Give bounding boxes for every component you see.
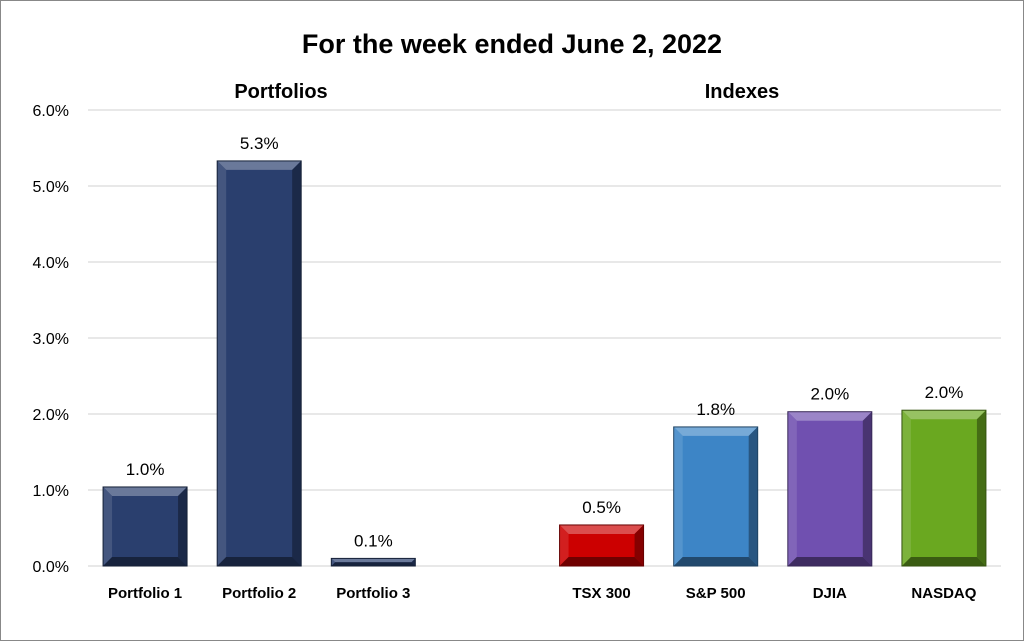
group-label-portfolios: Portfolios bbox=[234, 81, 327, 103]
x-tick-label: Portfolio 2 bbox=[222, 585, 296, 602]
bar-bevel-left bbox=[787, 411, 797, 566]
data-label: 2.0% bbox=[810, 385, 849, 404]
bar bbox=[559, 524, 645, 567]
bar-bevel-left bbox=[673, 426, 683, 566]
bar-body bbox=[217, 160, 302, 567]
bar-bevel-bottom bbox=[217, 557, 302, 566]
chart-title: For the week ended June 2, 2022 bbox=[302, 29, 722, 59]
bar-outline bbox=[330, 557, 416, 567]
data-label: 0.1% bbox=[354, 531, 393, 550]
bar-outline bbox=[102, 486, 188, 567]
bar-bevel-top bbox=[787, 411, 872, 421]
bar-bevel-bottom bbox=[559, 557, 644, 566]
data-label: 1.0% bbox=[126, 460, 165, 479]
x-tick-label: DJIA bbox=[813, 585, 847, 602]
y-tick-label: 2.0% bbox=[33, 407, 69, 424]
bar-body bbox=[103, 486, 188, 566]
bar-bevel-left bbox=[331, 558, 336, 566]
x-tick-label: TSX 300 bbox=[572, 585, 630, 602]
y-tick-label: 4.0% bbox=[33, 255, 69, 272]
x-tick-label: Portfolio 3 bbox=[336, 585, 410, 602]
data-label: 5.3% bbox=[240, 134, 279, 153]
bar bbox=[901, 409, 987, 567]
bar bbox=[787, 411, 873, 567]
bar-bevel-left bbox=[103, 486, 113, 566]
bar-body bbox=[673, 426, 758, 566]
bar bbox=[102, 486, 188, 567]
bar-bevel-left bbox=[901, 410, 911, 566]
data-label: 1.8% bbox=[696, 400, 735, 419]
bar-bevel-left bbox=[217, 160, 227, 567]
bar-bevel-right bbox=[292, 160, 302, 567]
bar-bevel-bottom bbox=[331, 562, 416, 566]
bar-bevel-right bbox=[411, 558, 416, 566]
bar-outline bbox=[901, 409, 987, 567]
x-tick-label: S&P 500 bbox=[686, 585, 746, 602]
bar-outline bbox=[787, 411, 873, 567]
y-tick-label: 6.0% bbox=[33, 103, 69, 120]
y-tick-label: 5.0% bbox=[33, 179, 69, 196]
y-tick-label: 3.0% bbox=[33, 331, 69, 348]
bar-outline bbox=[216, 160, 302, 567]
data-label: 0.5% bbox=[582, 498, 621, 517]
bar-bevel-right bbox=[976, 410, 986, 566]
bar-body bbox=[901, 410, 986, 566]
bar-bevel-right bbox=[634, 524, 644, 566]
bar-bevel-bottom bbox=[673, 557, 758, 566]
y-tick-label: 0.0% bbox=[33, 559, 69, 576]
bar-outline bbox=[559, 524, 645, 567]
bar-outline bbox=[673, 426, 759, 567]
bar-bevel-bottom bbox=[787, 557, 872, 566]
bar-bevel-top bbox=[217, 160, 302, 170]
bar-bevel-top bbox=[673, 426, 758, 436]
bar bbox=[216, 160, 302, 567]
x-tick-label: NASDAQ bbox=[911, 585, 976, 602]
group-label-indexes: Indexes bbox=[705, 81, 779, 103]
bar-bevel-right bbox=[748, 426, 758, 566]
data-label: 2.0% bbox=[925, 383, 964, 402]
bar-bevel-top bbox=[103, 486, 188, 496]
bar bbox=[673, 426, 759, 567]
x-tick-label: Portfolio 1 bbox=[108, 585, 182, 602]
bar-bevel-right bbox=[862, 411, 872, 566]
bar-bevel-top bbox=[901, 410, 986, 420]
bar-bevel-bottom bbox=[103, 557, 188, 566]
bar-bevel-left bbox=[559, 524, 569, 566]
bar-bevel-right bbox=[178, 486, 188, 566]
y-tick-label: 1.0% bbox=[33, 483, 69, 500]
bar-bevel-top bbox=[331, 558, 416, 563]
bar-bevel-top bbox=[559, 524, 644, 534]
bar bbox=[330, 557, 416, 567]
bar-body bbox=[787, 411, 872, 566]
bar-bevel-bottom bbox=[901, 557, 986, 566]
